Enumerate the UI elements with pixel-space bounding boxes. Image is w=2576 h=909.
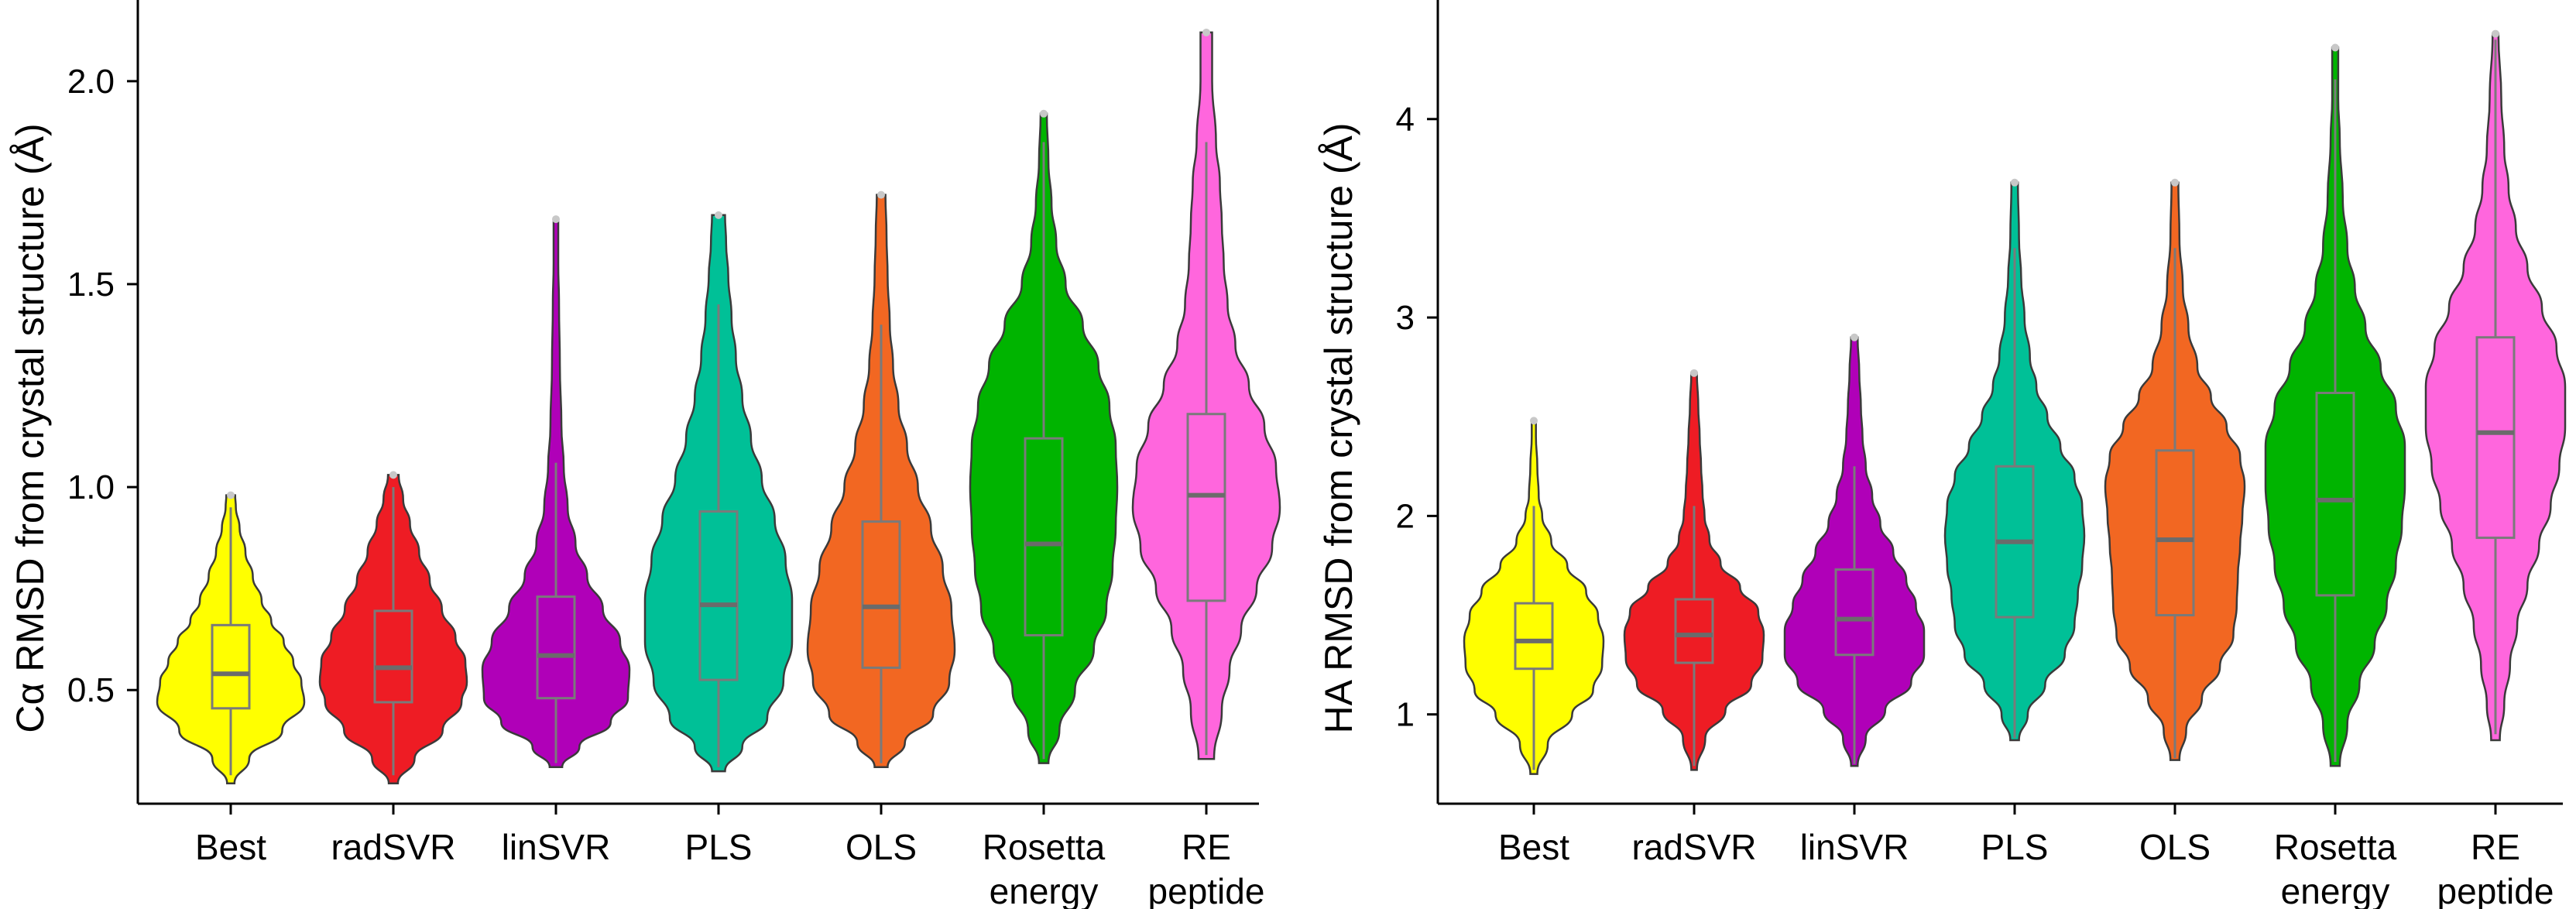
- x-category-label: energy: [990, 871, 1099, 909]
- iqr-box: [1674, 598, 1714, 664]
- iqr-box: [536, 595, 576, 700]
- ca-rmsd-panel: 0.5 1.0 1.5 2.0 Cα RMSD from crystal structu…: [9, 0, 1281, 909]
- x-category-label: peptide: [1148, 871, 1265, 909]
- iqr-box: [2155, 449, 2195, 617]
- max-point: [1040, 109, 1048, 118]
- violin-radsvr: [318, 474, 468, 785]
- max-point: [715, 211, 722, 219]
- max-point: [877, 190, 885, 199]
- x-category-label: RE: [1182, 827, 1231, 867]
- x-category-label: Best: [195, 827, 266, 867]
- x-category-label: RE: [2471, 827, 2520, 867]
- y-tick-label: 3: [1396, 299, 1415, 337]
- iqr-box: [1834, 568, 1875, 657]
- iqr-box: [2475, 336, 2516, 540]
- iqr-box: [1514, 602, 1554, 671]
- x-category-label: energy: [2281, 871, 2390, 909]
- max-point: [2492, 29, 2499, 38]
- x-category-label: radSVR: [331, 827, 455, 867]
- max-point: [2011, 178, 2019, 187]
- x-category-label: peptide: [2437, 871, 2554, 909]
- iqr-box: [1024, 437, 1064, 636]
- violin-best: [156, 494, 306, 785]
- y-tick-label: 2: [1396, 497, 1415, 535]
- x-category-label: OLS: [2139, 827, 2211, 867]
- x-category-label: Best: [1498, 827, 1569, 867]
- y-axis-label: HA RMSD from crystal structure (Å): [1317, 123, 1360, 734]
- max-point: [1851, 333, 1858, 341]
- y-tick-label: 0.5: [67, 671, 115, 709]
- max-point: [1202, 28, 1210, 36]
- x-category-label: PLS: [1981, 827, 2049, 867]
- y-tick-label: 4: [1396, 101, 1415, 139]
- x-category-label: PLS: [685, 827, 753, 867]
- max-point: [2171, 178, 2179, 187]
- max-point: [552, 215, 560, 224]
- x-category-label: linSVR: [1800, 827, 1909, 867]
- y-tick-label: 1.5: [67, 266, 115, 304]
- y-tick-label: 1.0: [67, 468, 115, 506]
- iqr-box: [1186, 413, 1226, 602]
- y-tick-label: 1: [1396, 696, 1415, 734]
- x-category-label: Rosetta: [983, 827, 1106, 867]
- max-point: [389, 471, 397, 479]
- iqr-box: [373, 609, 413, 704]
- max-point: [227, 491, 235, 499]
- max-point: [2331, 43, 2339, 52]
- x-category-label: linSVR: [502, 827, 611, 867]
- x-category-label: OLS: [846, 827, 917, 867]
- ha-rmsd-panel: 1 2 3 4 HA RMSD from crystal structure (Å) Be…: [1317, 0, 2567, 909]
- iqr-box: [861, 520, 901, 669]
- x-category-label: radSVR: [1631, 827, 1756, 867]
- y-axis-label: Cα RMSD from crystal structure (Å): [9, 123, 52, 732]
- iqr-box: [698, 510, 739, 681]
- x-category-label: Rosetta: [2274, 827, 2397, 867]
- y-tick-label: 2.0: [67, 63, 115, 101]
- iqr-box: [211, 623, 251, 710]
- iqr-box: [2315, 391, 2355, 597]
- max-point: [1530, 417, 1538, 425]
- max-point: [1690, 369, 1698, 377]
